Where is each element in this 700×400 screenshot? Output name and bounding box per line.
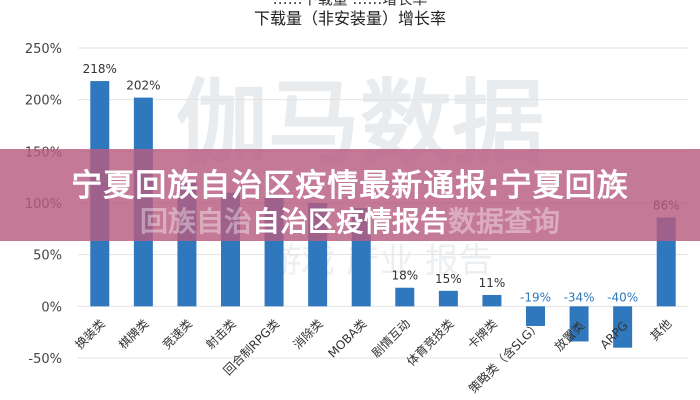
bar <box>438 290 458 307</box>
banner-ghost-right: 数据查询 <box>448 205 561 238</box>
x-tick-label: 棋牌类 <box>116 317 151 352</box>
x-tick-label: 消除类 <box>290 316 326 352</box>
data-label: 15% <box>435 272 462 286</box>
data-label: 18% <box>391 269 418 283</box>
x-tick-label: 卡牌类 <box>465 317 500 352</box>
data-label: -40% <box>607 290 638 304</box>
data-label: 11% <box>479 276 506 290</box>
banner-headline: 宁夏回族自治区疫情最新通报:宁夏回族 <box>71 168 629 204</box>
watermark-sub: 游戏 产业 报告 <box>267 241 493 281</box>
y-tick-label: -50% <box>28 352 62 367</box>
bar <box>395 287 415 307</box>
data-label: 202% <box>126 79 160 93</box>
y-tick-label: 50% <box>33 249 62 264</box>
bar <box>482 294 502 307</box>
x-tick-label: 换装类 <box>73 317 108 352</box>
banner-ghost-left: 回族自治 <box>139 205 252 238</box>
bar <box>613 306 633 348</box>
x-tick-label: MOBA类 <box>325 317 369 361</box>
data-label: -34% <box>564 290 595 304</box>
data-label: 218% <box>83 62 117 76</box>
x-tick-label: 剧情互动 <box>369 317 413 361</box>
x-tick-label: 体育竞技类 <box>403 316 456 369</box>
bar <box>569 306 589 342</box>
news-banner <box>0 149 700 241</box>
chart-title-top: ……下载量 ……增长率 <box>273 0 428 8</box>
banner-main-text: 自治区疫情报告 <box>251 205 448 238</box>
x-tick-label: 其他 <box>647 317 674 344</box>
y-tick-label: 200% <box>25 94 62 109</box>
x-tick-label: 射击类 <box>203 316 239 352</box>
y-tick-label: 250% <box>25 42 62 57</box>
chart-title: 下载量（非安装量）增长率 <box>254 9 446 28</box>
x-tick-label: 竞速类 <box>160 317 195 352</box>
data-label: -19% <box>520 290 551 304</box>
y-tick-label: 0% <box>41 300 62 315</box>
bar <box>526 306 545 326</box>
banner-subheadline: 回族自治自治区疫情报告数据查询 <box>0 200 700 240</box>
